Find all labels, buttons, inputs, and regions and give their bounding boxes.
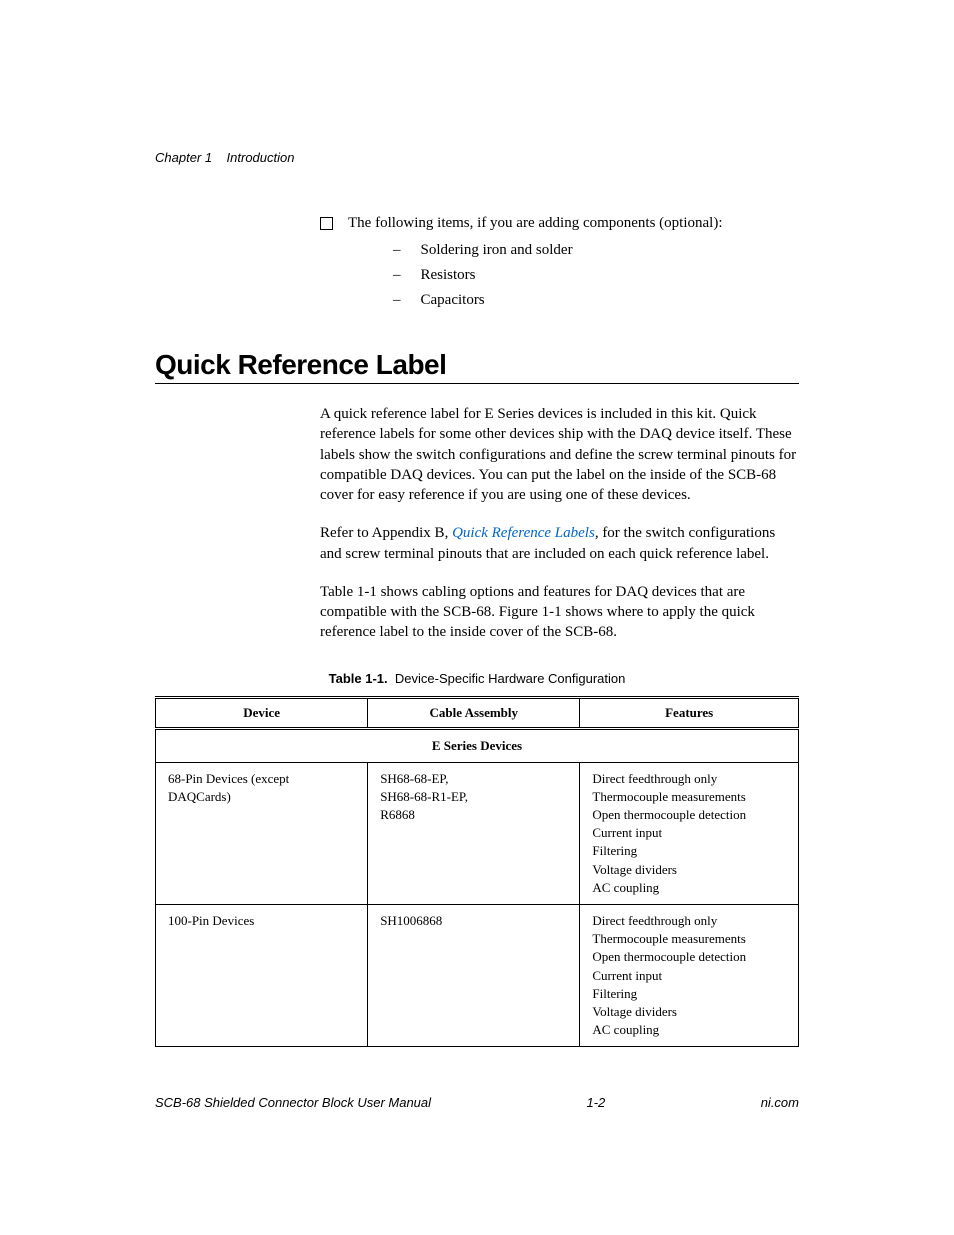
checkbox-icon xyxy=(320,217,333,230)
chapter-label: Chapter 1 xyxy=(155,150,212,165)
feature-line: Voltage dividers xyxy=(592,861,786,879)
dash-icon: – xyxy=(393,267,401,284)
config-table: Device Cable Assembly Features E Series … xyxy=(155,696,799,1048)
device-cell: 100-Pin Devices xyxy=(156,905,368,1047)
dash-icon: – xyxy=(393,292,401,309)
cable-cell: SH68-68-EP, SH68-68-R1-EP, R6868 xyxy=(368,762,580,904)
column-header: Features xyxy=(580,697,799,728)
features-cell: Direct feedthrough only Thermocouple mea… xyxy=(580,762,799,904)
sub-item-text: Capacitors xyxy=(421,292,485,309)
feature-line: AC coupling xyxy=(592,879,786,897)
feature-line: AC coupling xyxy=(592,1021,786,1039)
feature-line: Open thermocouple detection xyxy=(592,948,786,966)
feature-line: Thermocouple measurements xyxy=(592,788,786,806)
table-caption: Table 1-1. Device-Specific Hardware Conf… xyxy=(155,671,799,686)
page-footer: SCB-68 Shielded Connector Block User Man… xyxy=(155,1095,799,1110)
sub-item-text: Resistors xyxy=(421,267,476,284)
sub-list: – Soldering iron and solder – Resistors – C… xyxy=(393,242,723,309)
feature-line: Open thermocouple detection xyxy=(592,806,786,824)
feature-line: Direct feedthrough only xyxy=(592,912,786,930)
footer-center: 1-2 xyxy=(586,1095,605,1110)
para-text: Refer to Appendix B, xyxy=(320,525,452,541)
checklist-item: The following items, if you are adding c… xyxy=(320,215,799,317)
feature-line: Current input xyxy=(592,967,786,985)
paragraph: A quick reference label for E Series dev… xyxy=(320,404,799,505)
chapter-title: Introduction xyxy=(227,150,295,165)
sub-item: – Soldering iron and solder xyxy=(393,242,723,259)
reference-link[interactable]: Quick Reference Labels xyxy=(452,525,595,541)
table-section-header: E Series Devices xyxy=(156,728,799,762)
footer-left: SCB-68 Shielded Connector Block User Man… xyxy=(155,1095,431,1110)
feature-line: Voltage dividers xyxy=(592,1003,786,1021)
features-cell: Direct feedthrough only Thermocouple mea… xyxy=(580,905,799,1047)
cable-cell: SH1006868 xyxy=(368,905,580,1047)
paragraph: Refer to Appendix B, Quick Reference Lab… xyxy=(320,523,799,564)
device-cell: 68-Pin Devices (except DAQCards) xyxy=(156,762,368,904)
section-heading: Quick Reference Label xyxy=(155,349,799,381)
section-rule xyxy=(155,383,799,384)
table-row: 68-Pin Devices (except DAQCards) SH68-68… xyxy=(156,762,799,904)
column-header: Device xyxy=(156,697,368,728)
feature-line: Thermocouple measurements xyxy=(592,930,786,948)
cable-line: SH1006868 xyxy=(380,912,567,930)
cable-line: SH68-68-R1-EP, xyxy=(380,788,567,806)
table-caption-text: Device-Specific Hardware Configuration xyxy=(395,671,626,686)
page-header: Chapter 1 Introduction xyxy=(155,150,799,165)
table-caption-label: Table 1-1. xyxy=(329,671,388,686)
checklist-text: The following items, if you are adding c… xyxy=(348,215,723,231)
column-header: Cable Assembly xyxy=(368,697,580,728)
feature-line: Current input xyxy=(592,824,786,842)
table-row: 100-Pin Devices SH1006868 Direct feedthr… xyxy=(156,905,799,1047)
feature-line: Filtering xyxy=(592,842,786,860)
footer-right: ni.com xyxy=(761,1095,799,1110)
cable-line: SH68-68-EP, xyxy=(380,770,567,788)
sub-item-text: Soldering iron and solder xyxy=(421,242,573,259)
feature-line: Direct feedthrough only xyxy=(592,770,786,788)
table-section-row: E Series Devices xyxy=(156,728,799,762)
feature-line: Filtering xyxy=(592,985,786,1003)
table-header-row: Device Cable Assembly Features xyxy=(156,697,799,728)
sub-item: – Capacitors xyxy=(393,292,723,309)
cable-line: R6868 xyxy=(380,806,567,824)
dash-icon: – xyxy=(393,242,401,259)
sub-item: – Resistors xyxy=(393,267,723,284)
paragraph: Table 1-1 shows cabling options and feat… xyxy=(320,582,799,643)
intro-checklist: The following items, if you are adding c… xyxy=(320,215,799,317)
